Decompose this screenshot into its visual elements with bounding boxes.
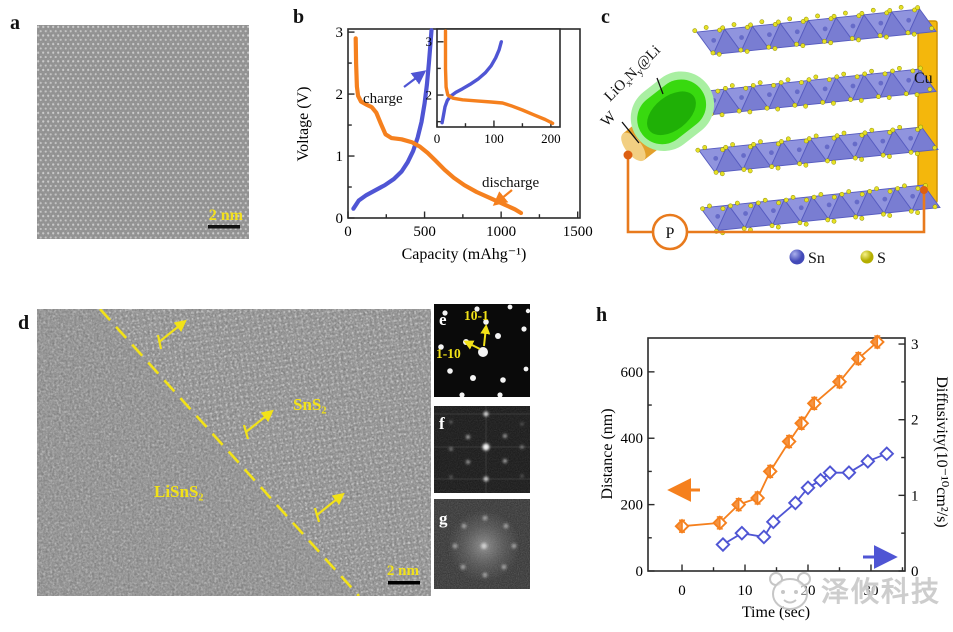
fft-streaks bbox=[434, 406, 530, 493]
svg-text:0: 0 bbox=[336, 211, 344, 227]
voltage-capacity-chart: 0 500 1000 1500 0 1 2 3 0 100 200 2 3 Voltage (V) C… bbox=[295, 25, 593, 263]
b-y-axis-title: Voltage (V) bbox=[295, 87, 312, 162]
phase-boundary-dashed-line bbox=[99, 309, 360, 596]
s-sphere-icon bbox=[860, 250, 874, 264]
sns2-layer-chains bbox=[692, 4, 941, 236]
scale-bar-a bbox=[208, 225, 240, 229]
svg-text:500: 500 bbox=[413, 224, 436, 240]
s-legend-label: S bbox=[877, 250, 886, 267]
panel-h-label: h bbox=[596, 304, 608, 326]
b-x-axis-title: Capacity (mAhg⁻¹) bbox=[402, 246, 527, 263]
cu-terminal-dot bbox=[920, 186, 928, 194]
scale-bar-d bbox=[388, 581, 420, 585]
spot-vector-arrow-1 bbox=[480, 324, 491, 347]
hrtem-image-panel-d: SnS₂ LiSnS₂ 2 nm bbox=[37, 309, 431, 596]
svg-text:100: 100 bbox=[484, 131, 504, 146]
svg-text:2: 2 bbox=[426, 87, 433, 102]
discharge-arrow bbox=[492, 189, 513, 206]
fft-noise bbox=[434, 406, 530, 493]
h-right-axis-title: Diffusivity(10⁻¹⁰cm²/s) bbox=[933, 376, 950, 527]
svg-text:2: 2 bbox=[911, 413, 919, 429]
chart-b-inset: 0 100 200 2 3 bbox=[426, 28, 561, 146]
svg-text:0: 0 bbox=[636, 564, 644, 580]
fft-ring-pattern-panel-g: g bbox=[434, 499, 530, 589]
charge-annotation: charge bbox=[363, 91, 403, 107]
svg-text:0: 0 bbox=[434, 131, 441, 146]
probe-pointer-line bbox=[656, 77, 664, 95]
panel-g-label: g bbox=[439, 509, 448, 528]
fft-pattern-panel-f: f bbox=[434, 406, 530, 493]
svg-text:200: 200 bbox=[621, 498, 644, 514]
svg-text:3: 3 bbox=[336, 25, 344, 41]
svg-text:2: 2 bbox=[336, 87, 344, 103]
lisns2-region-label: LiSnS₂ bbox=[154, 482, 204, 501]
circuit-wire-left bbox=[626, 159, 653, 234]
potentiostat-label: P bbox=[666, 225, 675, 242]
cu-electrode bbox=[917, 20, 938, 204]
w-label: W bbox=[598, 108, 620, 130]
svg-text:3: 3 bbox=[911, 337, 919, 353]
diffraction-pattern-panel-e: 10-1 1-10 e bbox=[434, 304, 530, 397]
svg-text:1: 1 bbox=[336, 149, 344, 165]
panel-b-label: b bbox=[293, 6, 305, 28]
sn-legend-label: Sn bbox=[808, 250, 825, 267]
spot-vector-arrow-2 bbox=[463, 340, 481, 350]
watermark-logo-icon bbox=[769, 572, 811, 610]
sns2-region-label: SnS₂ bbox=[293, 395, 326, 414]
svg-text:1500: 1500 bbox=[563, 224, 593, 240]
legend: Sn S bbox=[789, 249, 886, 267]
svg-text:0: 0 bbox=[678, 583, 686, 599]
boundary-arrows bbox=[156, 319, 345, 523]
scale-bar-label-a: 2 nm bbox=[209, 207, 244, 224]
fft-spots bbox=[449, 411, 524, 482]
panel-f-label: f bbox=[439, 414, 445, 433]
tem-image-panel-a: 2 nm bbox=[37, 25, 249, 239]
svg-text:10: 10 bbox=[738, 583, 753, 599]
panel-d-label: d bbox=[18, 312, 30, 334]
svg-text:30: 30 bbox=[863, 583, 878, 599]
svg-text:3: 3 bbox=[426, 34, 433, 49]
svg-text:400: 400 bbox=[621, 431, 644, 447]
watermark: 泽攸科技 bbox=[763, 566, 941, 614]
watermark-text: 泽攸科技 bbox=[821, 577, 942, 608]
svg-text:200: 200 bbox=[541, 131, 561, 146]
panel-a-label: a bbox=[10, 12, 20, 34]
cu-electrode-label: Cu bbox=[914, 70, 933, 87]
potentiostat-symbol bbox=[651, 213, 689, 251]
schematic-panel-c: Cu P W LiOxNy@Li Sn bbox=[598, 4, 941, 267]
svg-text:0: 0 bbox=[911, 564, 919, 580]
ring-spots bbox=[452, 515, 517, 578]
svg-text:1: 1 bbox=[911, 488, 919, 504]
panel-c-label: c bbox=[601, 6, 610, 28]
noise-overlay bbox=[37, 25, 249, 239]
sn-sphere-icon bbox=[789, 249, 805, 265]
charge-arrow bbox=[403, 70, 427, 88]
circuit-wire-right bbox=[687, 192, 926, 234]
svg-text:1000: 1000 bbox=[486, 224, 516, 240]
discharge-annotation: discharge bbox=[482, 175, 540, 191]
probe-tip bbox=[621, 71, 715, 162]
scale-bar-label-d: 2 nm bbox=[387, 563, 420, 579]
panel-e-label: e bbox=[439, 310, 447, 329]
spot-index-label-1: 10-1 bbox=[464, 308, 489, 323]
spot-index-label-2: 1-10 bbox=[436, 346, 461, 361]
h-left-axis-title: Distance (nm) bbox=[599, 408, 616, 499]
w-pointer-line bbox=[621, 121, 640, 144]
svg-text:600: 600 bbox=[621, 365, 644, 381]
probe-terminal-dot bbox=[623, 150, 633, 160]
svg-text:0: 0 bbox=[344, 224, 352, 240]
